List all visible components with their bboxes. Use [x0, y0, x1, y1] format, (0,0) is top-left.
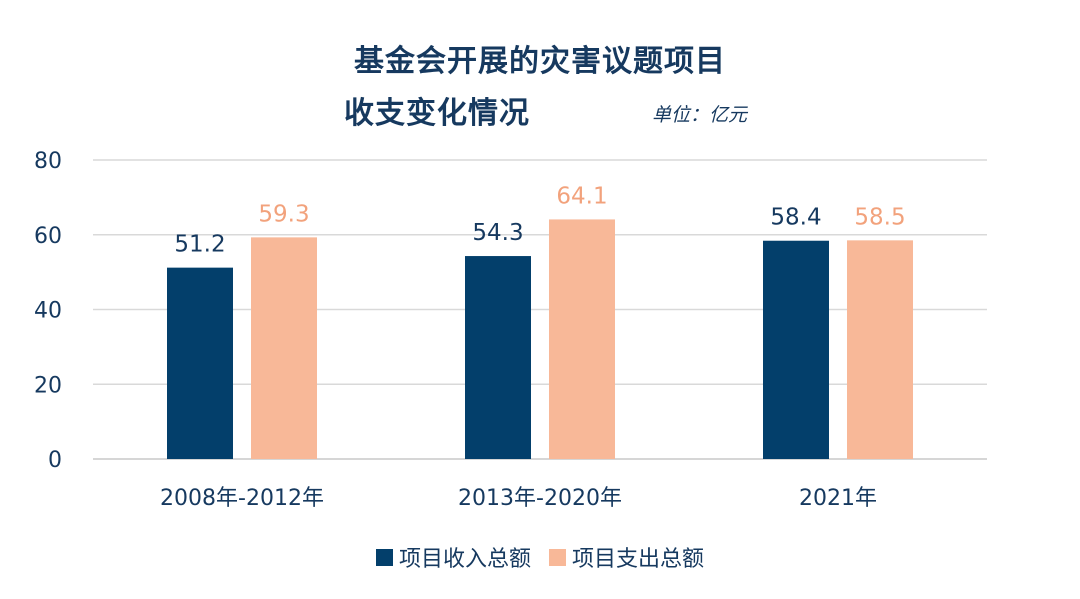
x-category-label-1: 2013年-2020年 [458, 486, 622, 511]
legend-swatch-income [375, 548, 393, 566]
data-label-series1-cat2: 58.5 [854, 204, 905, 230]
legend-swatch-expense [549, 548, 566, 566]
data-label-series1-cat0: 59.3 [258, 201, 309, 227]
bar-series1-cat2 [847, 240, 913, 459]
data-label-series0-cat2: 58.4 [770, 205, 821, 231]
x-category-label-0: 2008年-2012年 [160, 486, 324, 511]
bar-series1-cat0 [251, 237, 317, 459]
data-label-series1-cat1: 64.1 [556, 183, 607, 209]
y-tick-label-0: 0 [48, 448, 62, 473]
bar-series0-cat1 [465, 256, 531, 459]
data-label-series0-cat0: 51.2 [174, 232, 225, 258]
bar-series0-cat2 [763, 240, 829, 459]
unit-label: 单位：亿元 [652, 104, 748, 126]
y-tick-label-40: 40 [34, 299, 62, 324]
legend-label-income: 项目收入总额 [398, 547, 531, 572]
y-tick-label-20: 20 [34, 373, 62, 398]
bar-series1-cat1 [549, 219, 615, 459]
y-tick-label-80: 80 [34, 149, 62, 174]
legend: 项目收入总额 项目支出总额 [0, 541, 1080, 573]
legend-item-expense: 项目支出总额 [549, 541, 704, 573]
legend-label-expense: 项目支出总额 [572, 547, 705, 572]
bar-series0-cat0 [167, 267, 233, 459]
y-tick-label-60: 60 [34, 224, 62, 249]
legend-item-income: 项目收入总额 [375, 541, 531, 573]
x-category-label-2: 2021年 [799, 486, 877, 511]
chart-title-line2: 收支变化情况 [344, 96, 530, 131]
data-label-series0-cat1: 54.3 [472, 220, 523, 246]
chart-title-line1: 基金会开展的灾害议题项目 [354, 44, 726, 79]
